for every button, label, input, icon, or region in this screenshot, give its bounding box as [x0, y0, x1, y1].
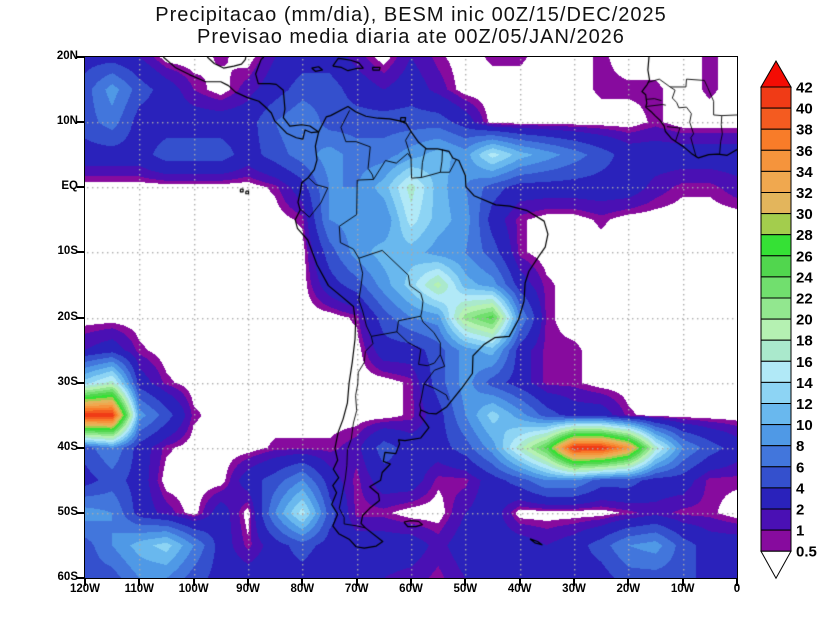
x-tick-label: 40W: [507, 583, 532, 595]
colorbar-segment: [760, 381, 792, 404]
y-tick-label: 40S: [57, 440, 78, 453]
y-tick-label: 10N: [56, 115, 78, 128]
colorbar-segment: [760, 445, 792, 468]
colorbar-label: 42: [796, 80, 813, 97]
colorbar-segment: [760, 297, 792, 320]
y-tick-mark: [77, 381, 84, 384]
colorbar-segment: [760, 276, 792, 299]
colorbar-label: 36: [796, 143, 813, 160]
colorbar-arrow-under-icon: [760, 550, 792, 580]
colorbar-label: 8: [796, 438, 804, 455]
colorbar-segment: [760, 234, 792, 257]
y-tick-label: 20N: [56, 50, 78, 62]
colorbar-label: 28: [796, 227, 813, 244]
colorbar-segment: [760, 107, 792, 130]
y-tick-mark: [77, 56, 84, 58]
x-tick-label: 90W: [236, 583, 260, 595]
x-tick-mark: [736, 579, 738, 586]
x-tick-mark: [464, 579, 467, 586]
x-tick-mark: [84, 579, 86, 586]
y-tick-mark: [77, 186, 84, 189]
chart-subtitle: Previsao media diaria ate 00Z/05/JAN/202…: [197, 26, 625, 48]
x-tick-label: 30W: [562, 583, 586, 595]
y-tick-label: 20S: [57, 310, 78, 323]
colorbar-label: 40: [796, 101, 813, 118]
chart-title: Precipitacao (mm/dia), BESM inic 00Z/15/…: [155, 4, 667, 26]
y-tick-label: 50S: [57, 505, 78, 518]
colorbar-segment: [760, 360, 792, 383]
y-tick-label: 30S: [57, 375, 78, 388]
y-tick-mark: [77, 511, 84, 514]
colorbar-segment: [760, 487, 792, 510]
colorbar-label: 20: [796, 312, 813, 329]
x-tick-label: 110W: [124, 583, 155, 595]
colorbar-segment: [760, 128, 792, 151]
x-tick-mark: [355, 579, 358, 586]
x-tick-mark: [573, 579, 575, 586]
x-tick-mark: [138, 579, 141, 586]
colorbar: 4240383634323028262422201816141210864210…: [760, 60, 817, 580]
colorbar-label: 24: [796, 269, 813, 286]
colorbar-label: 10: [796, 417, 813, 434]
x-tick-label: 0: [733, 583, 741, 595]
precipitation-map-canvas: [85, 57, 737, 578]
colorbar-label: 1: [796, 523, 804, 540]
colorbar-label: 6: [796, 459, 804, 476]
colorbar-label: 34: [796, 164, 813, 181]
colorbar-segment: [760, 149, 792, 172]
y-tick-mark: [77, 121, 84, 124]
y-tick-label: 60S: [57, 571, 78, 583]
x-tick-mark: [301, 579, 304, 586]
colorbar-label: 0.5: [796, 544, 817, 561]
colorbar-segment: [760, 403, 792, 426]
y-tick-label: EQ: [61, 180, 78, 193]
colorbar-segment: [760, 192, 792, 215]
colorbar-label: 38: [796, 122, 813, 139]
x-tick-label: 70W: [344, 583, 369, 595]
colorbar-segment: [760, 424, 792, 447]
colorbar-segment: [760, 508, 792, 531]
colorbar-segment: [760, 170, 792, 194]
colorbar-label: 26: [796, 248, 813, 265]
x-tick-mark: [681, 579, 684, 586]
colorbar-segment: [760, 255, 792, 278]
colorbar-label: 32: [796, 185, 813, 202]
y-tick-label: 10S: [57, 245, 78, 258]
x-tick-mark: [410, 579, 412, 586]
x-tick-label: 20W: [616, 583, 641, 595]
colorbar-segment: [760, 339, 792, 362]
y-tick-mark: [77, 577, 84, 579]
y-tick-mark: [77, 316, 84, 319]
x-tick-mark: [247, 579, 249, 586]
x-tick-mark: [627, 579, 630, 586]
x-tick-label: 60W: [399, 583, 423, 595]
x-tick-mark: [192, 579, 195, 586]
colorbar-label: 18: [796, 333, 813, 350]
x-tick-mark: [518, 579, 521, 586]
colorbar-segment: [760, 466, 792, 489]
x-tick-label: 120W: [69, 583, 101, 595]
colorbar-label: 22: [796, 291, 813, 308]
x-tick-label: 80W: [290, 583, 315, 595]
colorbar-segment: [760, 529, 792, 552]
colorbar-segment: [760, 318, 792, 341]
y-tick-mark: [77, 251, 84, 254]
x-tick-label: 50W: [453, 583, 478, 595]
y-tick-mark: [77, 446, 84, 449]
colorbar-label: 16: [796, 354, 813, 371]
colorbar-arrow-over-icon: [760, 60, 792, 88]
colorbar-segment: [760, 213, 792, 236]
colorbar-segment: [760, 86, 792, 109]
colorbar-label: 2: [796, 502, 804, 519]
x-tick-label: 10W: [670, 583, 695, 595]
colorbar-label: 14: [796, 375, 813, 392]
colorbar-label: 12: [796, 396, 813, 413]
colorbar-label: 30: [796, 206, 813, 223]
x-tick-label: 100W: [178, 583, 209, 595]
colorbar-label: 4: [796, 480, 805, 497]
